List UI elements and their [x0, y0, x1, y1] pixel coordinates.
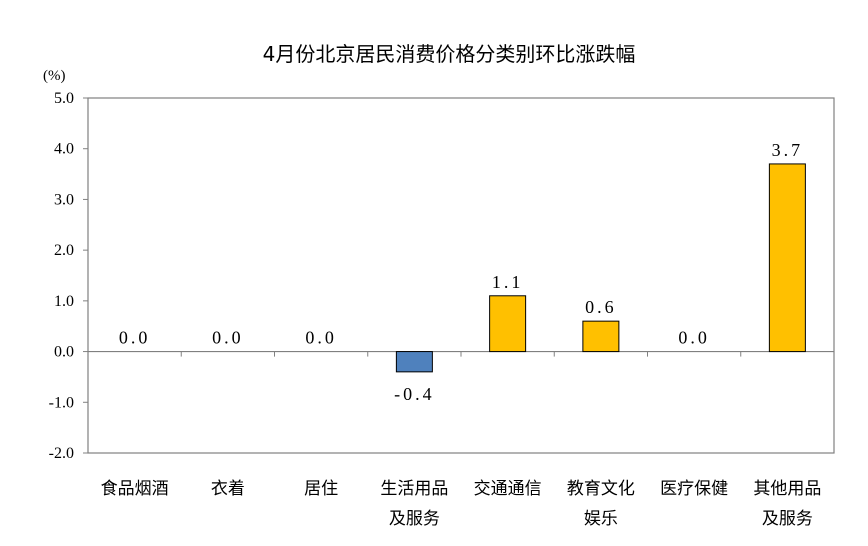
y-tick-label: 3.0 [54, 191, 74, 208]
data-label: 0.0 [678, 328, 710, 348]
chart-title: 4月份北京居民消费价格分类别环比涨跌幅 [262, 42, 636, 66]
data-label: 0.0 [119, 328, 151, 348]
category-label: 食品烟酒 [101, 479, 169, 499]
category-label: 交通通信 [474, 479, 542, 499]
category-label: 衣着 [211, 479, 245, 499]
bar [582, 320, 620, 353]
bar [768, 163, 806, 353]
y-axis-unit-label: (%) [43, 68, 66, 84]
data-label: 0.0 [305, 328, 337, 348]
category-label: 其他用品 [753, 479, 821, 499]
y-tick-label: 2.0 [54, 242, 74, 259]
bar [489, 295, 527, 353]
data-label: 1.1 [492, 272, 524, 292]
category-label: 娱乐 [584, 509, 618, 529]
y-tick-label: 5.0 [54, 90, 74, 107]
plot-frame [87, 97, 835, 454]
data-label: 0.6 [585, 297, 617, 317]
category-label: 居住 [304, 479, 338, 499]
category-label: 教育文化 [567, 479, 635, 499]
data-label: 0.0 [212, 328, 244, 348]
data-label: -0.4 [394, 384, 435, 404]
y-tick-label: -2.0 [49, 445, 74, 462]
category-label: 及服务 [389, 509, 440, 529]
category-label: 及服务 [762, 509, 813, 529]
y-tick-label: -1.0 [49, 394, 74, 411]
bar [395, 351, 433, 373]
y-tick-label: 4.0 [54, 141, 74, 158]
y-tick-label: 0.0 [54, 344, 74, 361]
category-label: 医疗保健 [660, 479, 728, 499]
category-label: 生活用品 [380, 479, 448, 499]
y-tick-label: 1.0 [54, 293, 74, 310]
data-label: 3.7 [772, 140, 804, 160]
